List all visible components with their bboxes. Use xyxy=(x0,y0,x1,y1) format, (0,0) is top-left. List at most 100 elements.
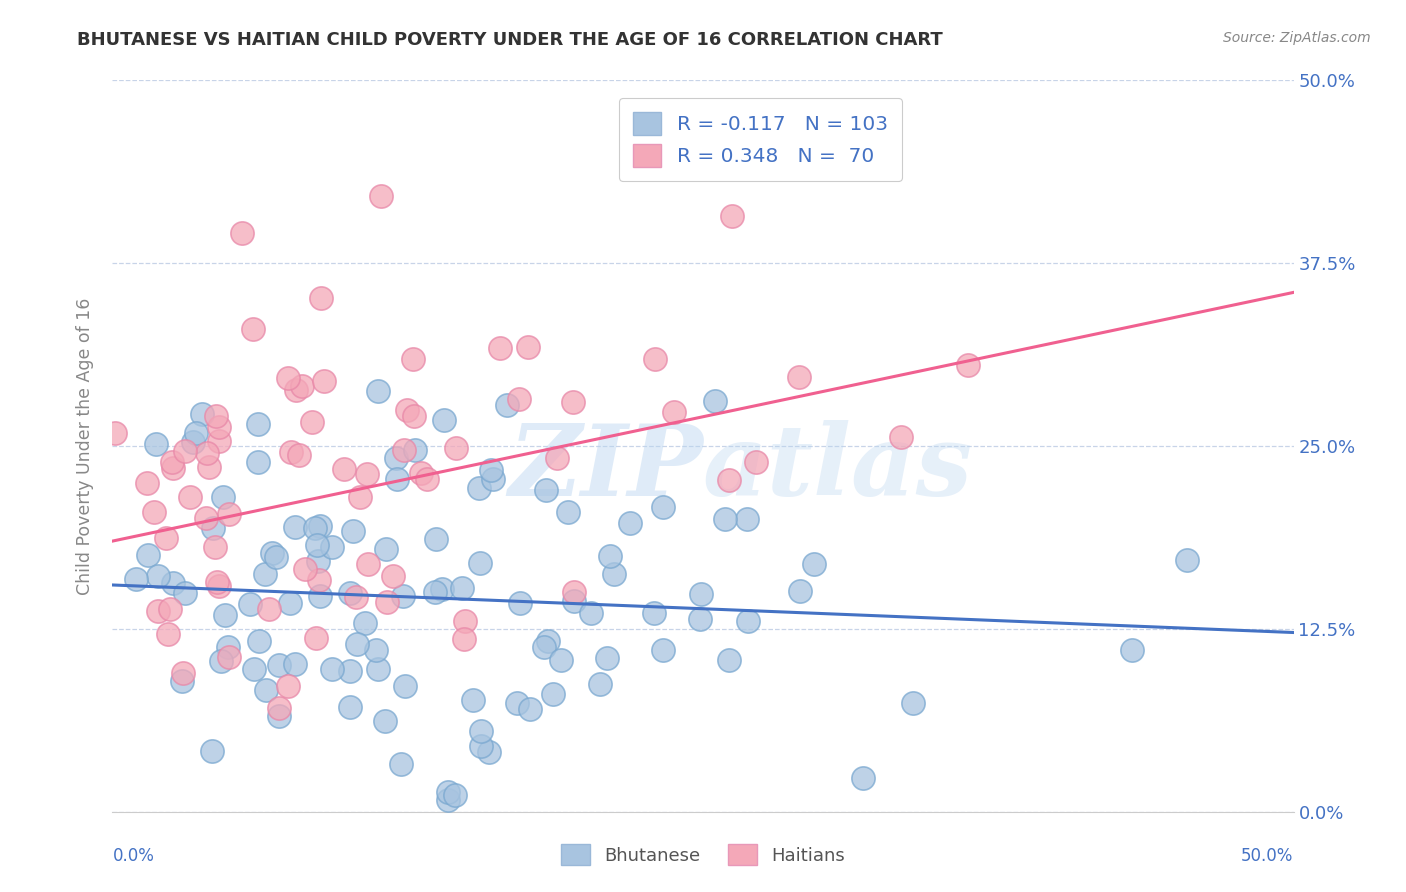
Point xyxy=(385,472,408,486)
Point xyxy=(309,518,332,533)
Point xyxy=(444,442,467,456)
Point xyxy=(468,481,491,495)
Point xyxy=(377,595,399,609)
Point xyxy=(437,785,460,799)
Point xyxy=(207,575,229,590)
Point xyxy=(409,467,432,481)
Point xyxy=(277,679,299,693)
Point xyxy=(644,351,666,366)
Point xyxy=(550,653,572,667)
Point xyxy=(288,448,311,462)
Point xyxy=(254,682,277,697)
Point xyxy=(392,589,415,603)
Point xyxy=(254,566,277,581)
Point xyxy=(432,413,454,427)
Point xyxy=(349,490,371,504)
Point xyxy=(394,679,416,693)
Point xyxy=(305,538,328,552)
Point xyxy=(257,602,280,616)
Point xyxy=(803,557,825,571)
Point xyxy=(533,640,555,654)
Point xyxy=(537,633,560,648)
Point xyxy=(451,581,474,595)
Point xyxy=(217,640,239,654)
Point xyxy=(156,626,179,640)
Point xyxy=(1177,553,1199,567)
Point xyxy=(301,415,323,429)
Point xyxy=(284,519,307,533)
Point xyxy=(643,606,665,620)
Point xyxy=(562,594,585,608)
Point xyxy=(260,546,283,560)
Point xyxy=(201,744,224,758)
Point xyxy=(517,340,540,354)
Point xyxy=(304,521,326,535)
Point xyxy=(652,643,675,657)
Point xyxy=(278,596,301,610)
Point xyxy=(173,444,195,458)
Point xyxy=(247,455,270,469)
Point xyxy=(488,341,510,355)
Text: Source: ZipAtlas.com: Source: ZipAtlas.com xyxy=(1223,31,1371,45)
Y-axis label: Child Poverty Under the Age of 16: Child Poverty Under the Age of 16 xyxy=(76,297,94,595)
Point xyxy=(294,562,316,576)
Point xyxy=(309,291,332,305)
Point xyxy=(145,437,167,451)
Point xyxy=(506,696,529,710)
Point xyxy=(214,608,236,623)
Point xyxy=(381,569,404,583)
Point xyxy=(468,556,491,570)
Point xyxy=(342,524,364,538)
Point xyxy=(392,442,415,457)
Point xyxy=(562,585,585,599)
Point xyxy=(546,450,568,465)
Point xyxy=(470,739,492,753)
Point xyxy=(267,657,290,672)
Point xyxy=(155,531,177,545)
Point xyxy=(208,420,231,434)
Point xyxy=(789,584,811,599)
Point xyxy=(269,701,291,715)
Point xyxy=(890,430,912,444)
Point xyxy=(218,650,240,665)
Point xyxy=(212,490,235,504)
Point xyxy=(589,677,612,691)
Point xyxy=(430,582,453,596)
Point xyxy=(204,409,226,424)
Point xyxy=(375,541,398,556)
Point xyxy=(195,511,218,525)
Point xyxy=(562,395,585,409)
Point xyxy=(356,467,378,482)
Point xyxy=(242,662,264,676)
Point xyxy=(284,383,307,397)
Point xyxy=(416,472,439,486)
Point xyxy=(339,700,361,714)
Point xyxy=(735,512,758,526)
Point xyxy=(284,657,307,672)
Point xyxy=(204,540,226,554)
Point xyxy=(142,505,165,519)
Point xyxy=(852,771,875,785)
Point xyxy=(103,425,125,440)
Point xyxy=(201,521,224,535)
Point xyxy=(367,662,389,676)
Point xyxy=(509,596,531,610)
Point xyxy=(208,434,231,448)
Text: ZIP: ZIP xyxy=(508,420,703,516)
Legend: Bhutanese, Haitians: Bhutanese, Haitians xyxy=(554,837,852,872)
Point xyxy=(689,587,711,601)
Point xyxy=(461,693,484,707)
Point xyxy=(557,506,579,520)
Point xyxy=(787,370,810,384)
Text: BHUTANESE VS HAITIAN CHILD POVERTY UNDER THE AGE OF 16 CORRELATION CHART: BHUTANESE VS HAITIAN CHILD POVERTY UNDER… xyxy=(77,31,943,49)
Point xyxy=(495,398,517,412)
Point xyxy=(231,226,253,240)
Point xyxy=(367,384,389,398)
Point xyxy=(423,584,446,599)
Point xyxy=(321,540,343,554)
Point xyxy=(308,590,330,604)
Point xyxy=(402,352,425,367)
Point xyxy=(159,601,181,615)
Point xyxy=(370,188,392,202)
Point xyxy=(374,714,396,729)
